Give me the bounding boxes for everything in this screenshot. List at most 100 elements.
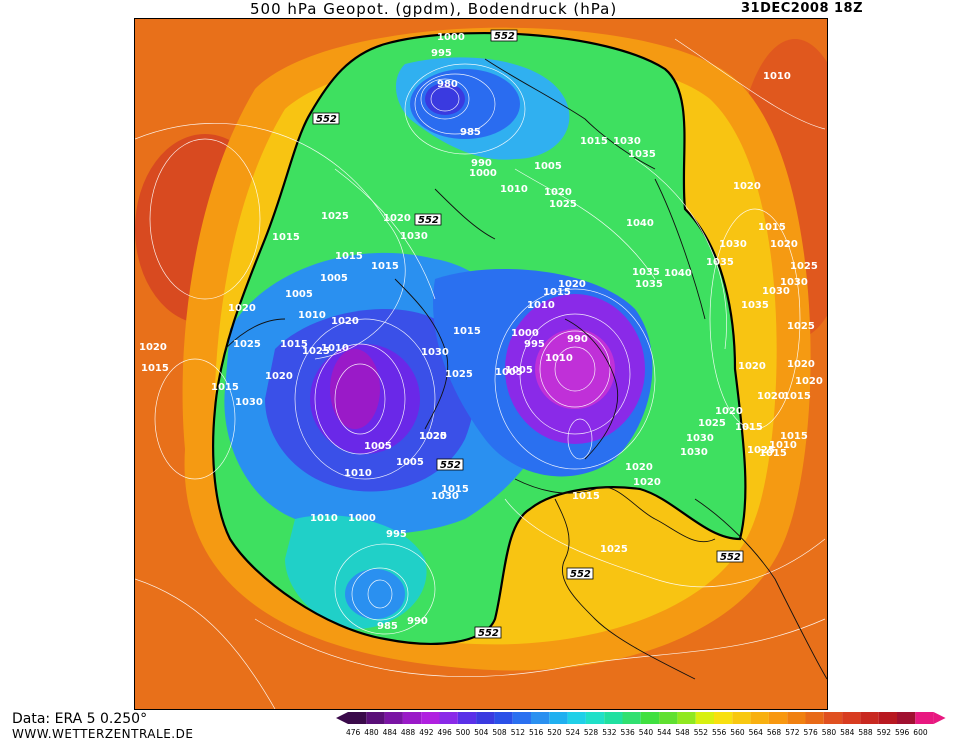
- low-west-core: [330, 349, 380, 429]
- pressure-label: 1015: [272, 232, 300, 243]
- scale-arrow-left: [336, 712, 348, 724]
- scale-swatch: [604, 712, 623, 724]
- pressure-label: 1025: [790, 261, 818, 272]
- scale-tick-label: 568: [767, 728, 782, 737]
- pressure-label: 1020: [715, 406, 743, 417]
- scale-tick-label: 480: [364, 728, 379, 737]
- scale-swatch: [787, 712, 806, 724]
- pressure-label: 1020: [228, 303, 256, 314]
- scale-tick-label: 488: [401, 728, 416, 737]
- pressure-label: 1000: [437, 32, 465, 43]
- scale-swatch: [439, 712, 458, 724]
- pressure-label: 1015: [735, 422, 763, 433]
- scale-tick-label: 516: [529, 728, 544, 737]
- scale-swatch: [732, 712, 751, 724]
- pressure-label: 1015: [335, 251, 363, 262]
- pressure-label: 985: [460, 127, 481, 138]
- scale-swatch: [823, 712, 843, 724]
- contour-552-labels: 552 552 552 552 552 552 552: [312, 29, 744, 639]
- pressure-label: 1025: [549, 199, 577, 210]
- pressure-label: 1025: [321, 211, 349, 222]
- scale-swatch: [348, 712, 367, 724]
- valid-time: 31DEC2008 18Z: [741, 1, 864, 16]
- pressure-label: 1005: [320, 273, 348, 284]
- scale-tick-label: 536: [621, 728, 636, 737]
- scale-tick-label: 504: [474, 728, 489, 737]
- pressure-label: 1030: [431, 491, 459, 502]
- pressure-label: 1030: [421, 347, 449, 358]
- scale-tick-label: 484: [383, 728, 398, 737]
- scale-tick-label: 528: [584, 728, 599, 737]
- scale-tick-label: 508: [492, 728, 507, 737]
- pressure-label: 1030: [686, 433, 714, 444]
- pressure-label: 1025: [698, 418, 726, 429]
- pressure-label: 1020: [139, 342, 167, 353]
- pressure-label: 1015: [572, 491, 600, 502]
- pressure-label: 1005: [364, 441, 392, 452]
- color-scale: 476 480 484 488 492 496 500 504 508 512 516 520 524 5…: [336, 712, 956, 740]
- pressure-label: 1020: [770, 239, 798, 250]
- scale-swatch: [640, 712, 660, 724]
- scale-swatch: [768, 712, 788, 724]
- scale-tick-label: 556: [712, 728, 727, 737]
- scale-tick-label: 492: [419, 728, 434, 737]
- pressure-label: 1020: [787, 359, 815, 370]
- scale-tick-label: 580: [822, 728, 837, 737]
- pressure-label: 990: [471, 158, 492, 169]
- scale-swatch: [384, 712, 403, 724]
- pressure-label: 1000: [348, 513, 376, 524]
- contour-label: 552: [316, 114, 337, 125]
- scale-tick-label: 496: [438, 728, 453, 737]
- pressure-label: 1015: [441, 484, 469, 495]
- pressure-label: 1005: [396, 457, 424, 468]
- contour-552: [212, 32, 747, 645]
- pressure-label: 1025: [787, 321, 815, 332]
- scale-swatch: [421, 712, 440, 724]
- pressure-label: 1015: [759, 448, 787, 459]
- scale-swatch: [860, 712, 879, 724]
- coastlines: [224, 58, 827, 680]
- pressure-label: 1020: [383, 213, 411, 224]
- data-source-label: Data: ERA 5 0.250°: [12, 711, 148, 727]
- pressure-label: 1035: [628, 149, 656, 160]
- scale-tick-label: 520: [547, 728, 562, 737]
- pressure-label: 1025: [747, 445, 775, 456]
- pressure-label: 1030: [680, 447, 708, 458]
- scale-tick-label: 548: [675, 728, 690, 737]
- contour-label: 552: [720, 552, 741, 563]
- scale-tick-label: 552: [694, 728, 709, 737]
- scale-swatch: [402, 712, 422, 724]
- pressure-label: 1015: [543, 287, 571, 298]
- scale-swatch: [549, 712, 568, 724]
- pressure-label: 1020: [633, 477, 661, 488]
- scale-swatch: [622, 712, 641, 724]
- pressure-label: 1030: [780, 277, 808, 288]
- pressure-label: 1030: [400, 231, 428, 242]
- pressure-label: 1015: [453, 326, 481, 337]
- pressure-label: 1035: [741, 300, 769, 311]
- scale-swatch: [750, 712, 769, 724]
- pressure-label: 1020: [544, 187, 572, 198]
- pressure-label: 1015: [141, 363, 169, 374]
- weather-map: 1000 995 980 985 990 1000 1010 1005 1020 1025 1015…: [134, 18, 828, 710]
- scale-swatch: [842, 712, 861, 724]
- pressure-label: 1020: [331, 316, 359, 327]
- pressure-label: 1025: [302, 346, 330, 357]
- pressure-label: 995: [386, 529, 407, 540]
- pressure-label: 1015: [758, 222, 786, 233]
- scale-tick-label: 544: [657, 728, 672, 737]
- pressure-label: 1005: [505, 365, 533, 376]
- website-label: WWW.WETTERZENTRALE.DE: [12, 727, 194, 741]
- pressure-label: 1020: [625, 462, 653, 473]
- isobars: [135, 38, 826, 709]
- pressure-label: 1000: [511, 328, 539, 339]
- scale-swatch: [805, 712, 824, 724]
- pressure-label: 1020: [738, 361, 766, 372]
- scale-swatch: [476, 712, 495, 724]
- pressure-label: 1020: [757, 391, 785, 402]
- scale-tick-label: 572: [785, 728, 800, 737]
- pressure-label: 1015: [580, 136, 608, 147]
- scale-swatch: [567, 712, 586, 724]
- pressure-label: 1035: [632, 267, 660, 278]
- scale-tick-label: 576: [804, 728, 819, 737]
